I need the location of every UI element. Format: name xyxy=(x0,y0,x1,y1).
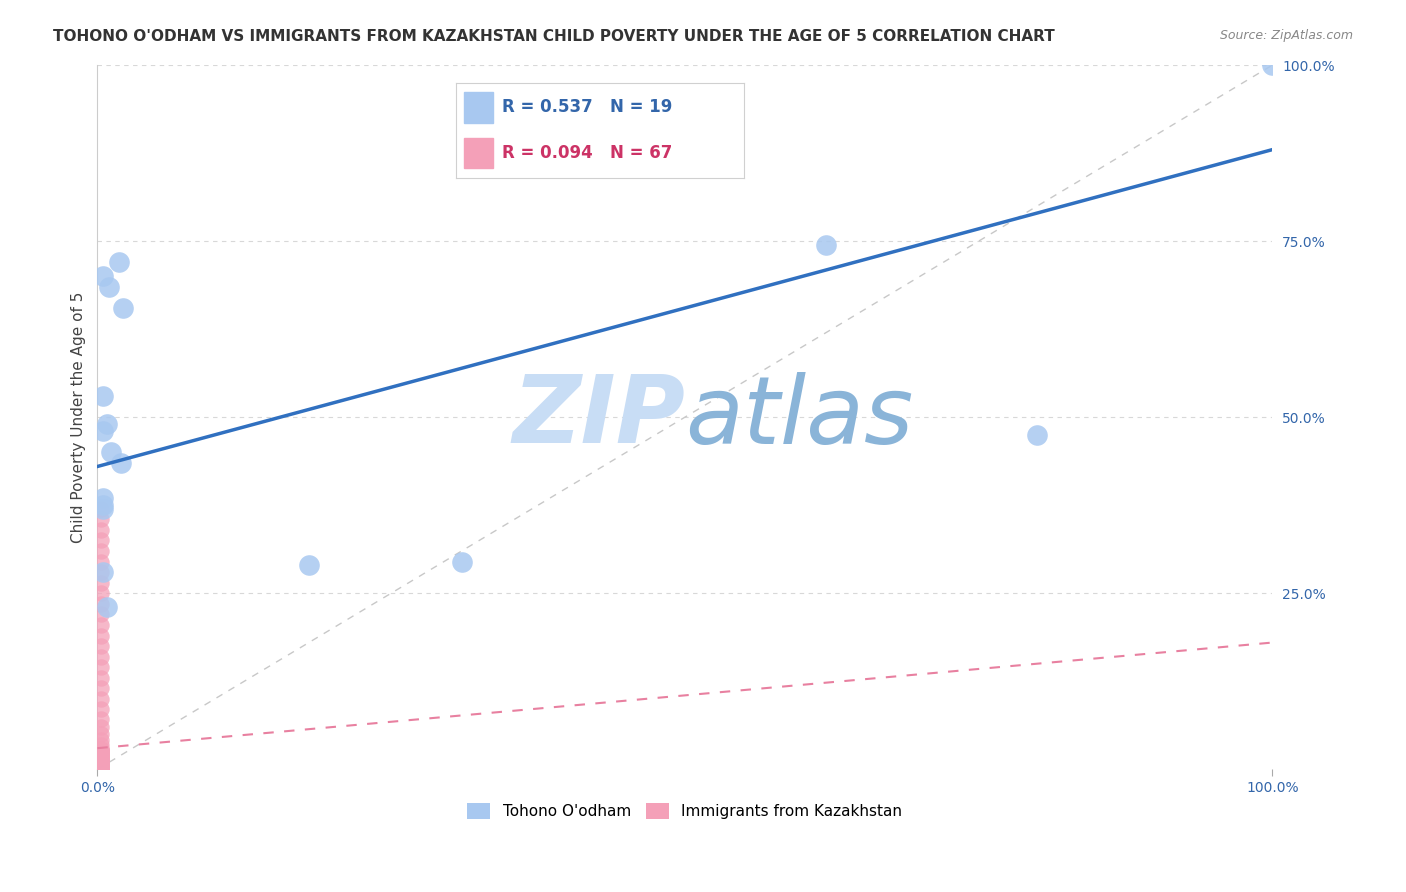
Point xyxy=(90,747,112,761)
Point xyxy=(90,639,112,653)
Point xyxy=(90,628,112,642)
Point xyxy=(90,753,112,767)
Point xyxy=(90,756,112,770)
Point xyxy=(90,744,112,758)
Point xyxy=(91,491,114,506)
Point xyxy=(91,501,114,516)
Point xyxy=(90,755,112,769)
Point xyxy=(90,523,112,537)
Legend: Tohono O'odham, Immigrants from Kazakhstan: Tohono O'odham, Immigrants from Kazakhst… xyxy=(461,797,908,825)
Point xyxy=(90,544,112,558)
Point xyxy=(90,747,112,762)
Point xyxy=(90,762,112,776)
Point xyxy=(90,732,112,747)
Point xyxy=(90,720,112,734)
Point xyxy=(90,762,112,776)
Point xyxy=(90,586,112,600)
Point xyxy=(1261,58,1284,72)
Point xyxy=(90,746,112,760)
Point xyxy=(98,280,121,294)
Point xyxy=(90,761,112,775)
Point xyxy=(90,575,112,590)
Point xyxy=(90,681,112,696)
Point xyxy=(96,600,118,615)
Point xyxy=(90,756,112,771)
Point xyxy=(90,660,112,674)
Point xyxy=(90,751,112,765)
Point xyxy=(112,301,135,315)
Point xyxy=(90,743,112,757)
Point xyxy=(90,555,112,569)
Point xyxy=(90,671,112,685)
Point xyxy=(298,558,321,573)
Point xyxy=(90,712,112,726)
Text: TOHONO O'ODHAM VS IMMIGRANTS FROM KAZAKHSTAN CHILD POVERTY UNDER THE AGE OF 5 CO: TOHONO O'ODHAM VS IMMIGRANTS FROM KAZAKH… xyxy=(53,29,1054,44)
Y-axis label: Child Poverty Under the Age of 5: Child Poverty Under the Age of 5 xyxy=(72,292,86,543)
Point xyxy=(90,501,112,516)
Point xyxy=(90,727,112,741)
Point xyxy=(90,533,112,548)
Point xyxy=(90,758,112,772)
Point xyxy=(90,649,112,664)
Point xyxy=(91,498,114,512)
Point xyxy=(90,759,112,773)
Point xyxy=(90,738,112,752)
Point xyxy=(90,752,112,766)
Point xyxy=(91,425,114,439)
Point xyxy=(91,389,114,403)
Point xyxy=(90,745,112,759)
Point xyxy=(90,702,112,716)
Point xyxy=(90,597,112,611)
Point xyxy=(90,759,112,773)
Point xyxy=(90,749,112,764)
Point xyxy=(90,747,112,761)
Text: atlas: atlas xyxy=(685,372,912,463)
Point xyxy=(90,752,112,766)
Point xyxy=(90,607,112,622)
Point xyxy=(96,417,118,432)
Point xyxy=(90,760,112,774)
Point xyxy=(90,753,112,767)
Point xyxy=(90,756,112,771)
Point xyxy=(90,618,112,632)
Point xyxy=(90,759,112,773)
Point xyxy=(91,565,114,579)
Point xyxy=(814,237,837,252)
Point xyxy=(90,759,112,773)
Point xyxy=(90,757,112,772)
Point xyxy=(91,269,114,284)
Point xyxy=(90,742,112,756)
Text: ZIP: ZIP xyxy=(512,371,685,463)
Point xyxy=(450,555,472,569)
Point xyxy=(90,754,112,768)
Point xyxy=(90,756,112,770)
Point xyxy=(90,761,112,775)
Point xyxy=(107,255,129,269)
Point xyxy=(90,512,112,526)
Point xyxy=(90,760,112,774)
Point xyxy=(90,565,112,579)
Point xyxy=(100,445,122,459)
Point xyxy=(90,762,112,776)
Point xyxy=(90,742,112,756)
Point xyxy=(110,456,132,470)
Point xyxy=(90,750,112,764)
Point xyxy=(90,748,112,763)
Point xyxy=(1026,427,1049,442)
Point xyxy=(90,746,112,760)
Point xyxy=(90,692,112,706)
Point xyxy=(90,748,112,763)
Point xyxy=(90,750,112,764)
Point xyxy=(90,742,112,756)
Point xyxy=(90,758,112,772)
Text: Source: ZipAtlas.com: Source: ZipAtlas.com xyxy=(1219,29,1353,42)
Point xyxy=(90,756,112,770)
